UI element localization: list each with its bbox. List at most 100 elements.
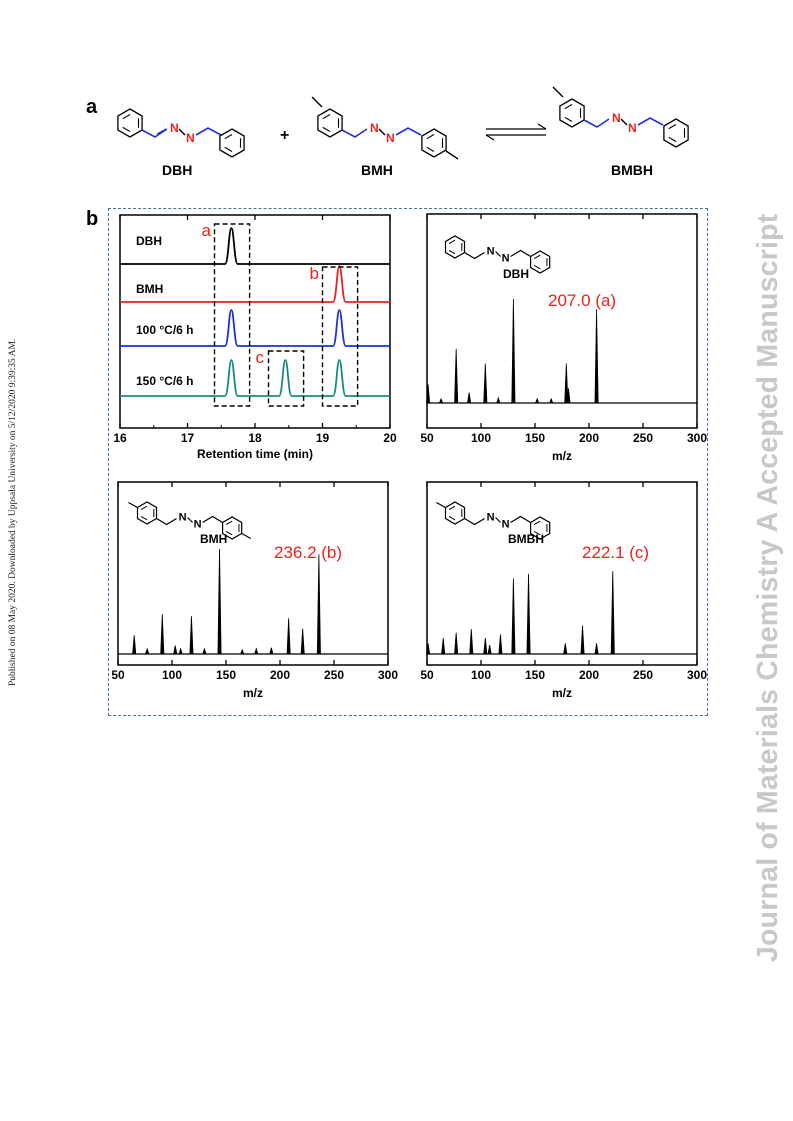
x-tick-label: 20 xyxy=(383,431,397,445)
x-axis-label: m/z xyxy=(552,449,572,462)
linker-bond xyxy=(202,515,223,524)
ms-peak xyxy=(145,647,150,655)
panel-b-frame xyxy=(108,208,708,716)
molecule-structure: NN xyxy=(128,501,252,540)
plot-frame xyxy=(117,481,389,666)
linker-bond xyxy=(464,517,485,526)
ring-bond xyxy=(140,515,148,521)
ms-peak xyxy=(566,388,571,404)
linker-bond xyxy=(156,517,177,526)
nn-bond xyxy=(495,251,501,257)
n-atom: N xyxy=(487,246,495,258)
trace-2: BMH xyxy=(120,265,390,303)
n-atom: N xyxy=(502,253,510,265)
ms-peak xyxy=(316,554,321,655)
ring-bond xyxy=(533,254,541,260)
n-atom: N xyxy=(370,121,379,135)
ms-peak xyxy=(454,632,459,655)
peak-annotation: 222.1 (c) xyxy=(582,543,649,562)
nn-bond xyxy=(495,517,501,523)
ring-bond xyxy=(225,520,233,526)
ms-peak xyxy=(217,548,222,655)
ms-peak xyxy=(526,573,531,655)
n-atom: N xyxy=(502,519,510,531)
n-atom: N xyxy=(186,131,195,145)
n-atom: N xyxy=(386,131,395,145)
nn-bond xyxy=(187,517,193,523)
trace-line xyxy=(120,359,390,397)
n-atom: N xyxy=(194,519,202,531)
benzene-ring xyxy=(444,235,466,259)
x-tick-label: 19 xyxy=(316,431,330,445)
bmbh-label: BMBH xyxy=(611,162,653,178)
peak-annotation: 207.0 (a) xyxy=(548,291,616,310)
journal-watermark: Journal of Materials Chemistry A Accepte… xyxy=(752,213,784,962)
benzene-ring xyxy=(444,501,466,525)
ring-bond xyxy=(140,505,148,511)
x-tick-label: 17 xyxy=(181,431,195,445)
ms-peak xyxy=(469,629,474,655)
bmbh-structure: N N xyxy=(552,86,689,148)
x-tick-label: 250 xyxy=(324,668,344,682)
x-tick-label: 300 xyxy=(378,668,398,682)
molecule-label: BMH xyxy=(200,532,227,546)
ring-bond xyxy=(225,530,233,536)
trace-label: 150 °C/6 h xyxy=(136,374,194,388)
box-label: c xyxy=(256,348,265,367)
x-tick-label: 50 xyxy=(420,431,434,445)
benzene-ring xyxy=(136,501,158,525)
ms-peak xyxy=(454,348,459,404)
trace-line xyxy=(120,265,390,303)
molecule-label: BMBH xyxy=(508,532,544,546)
ms-peak xyxy=(173,645,178,655)
n-atom: N xyxy=(612,111,621,125)
x-tick-label: 150 xyxy=(525,431,545,445)
ms-peak xyxy=(202,647,207,655)
x-tick-label: 300 xyxy=(687,431,707,445)
ms-peak xyxy=(132,635,137,655)
x-tick-label: 250 xyxy=(633,431,653,445)
benzene-ring xyxy=(221,516,243,540)
ms-peak xyxy=(549,397,554,404)
ms-peak xyxy=(438,397,444,404)
ring-bond xyxy=(448,249,456,255)
x-tick-label: 18 xyxy=(248,431,262,445)
trace-label: DBH xyxy=(136,234,162,248)
x-tick-label: 16 xyxy=(113,431,127,445)
x-tick-label: 150 xyxy=(525,668,545,682)
ms-peak xyxy=(483,363,488,404)
x-axis-label: m/z xyxy=(552,686,572,700)
benzene-ring xyxy=(529,250,551,274)
ms-peak xyxy=(189,616,194,655)
ring-bond xyxy=(448,515,456,521)
molecule-structure: NN xyxy=(436,501,551,540)
trace-line xyxy=(120,227,390,265)
x-tick-label: 50 xyxy=(420,668,434,682)
trace-4: 150 °C/6 h xyxy=(120,359,390,397)
ring-bond xyxy=(533,264,541,270)
box-label: a xyxy=(202,221,212,240)
ring-bond xyxy=(448,505,456,511)
x-axis-label: Retention time (min) xyxy=(197,447,313,461)
ms-peak xyxy=(160,614,165,655)
ms-peak xyxy=(426,643,431,655)
ms-peak xyxy=(178,647,183,655)
ms-peak xyxy=(254,647,259,655)
bmh-structure: N N xyxy=(311,96,459,160)
methyl-bond xyxy=(241,532,252,540)
ms-peak xyxy=(511,578,516,655)
linker-bond xyxy=(464,251,485,260)
plot-frame xyxy=(426,481,698,666)
ring-bond xyxy=(533,520,541,526)
dashed-box xyxy=(321,266,359,407)
ms-peak xyxy=(441,637,446,655)
n-atom: N xyxy=(628,121,637,135)
equilibrium-arrows xyxy=(485,123,547,141)
ms-peak xyxy=(426,384,431,404)
x-tick-label: 200 xyxy=(579,431,599,445)
n-atom: N xyxy=(487,512,495,524)
dashed-box xyxy=(267,350,305,407)
ms-peak xyxy=(269,647,274,655)
ms-peak xyxy=(467,392,472,404)
dashed-box xyxy=(213,223,251,407)
